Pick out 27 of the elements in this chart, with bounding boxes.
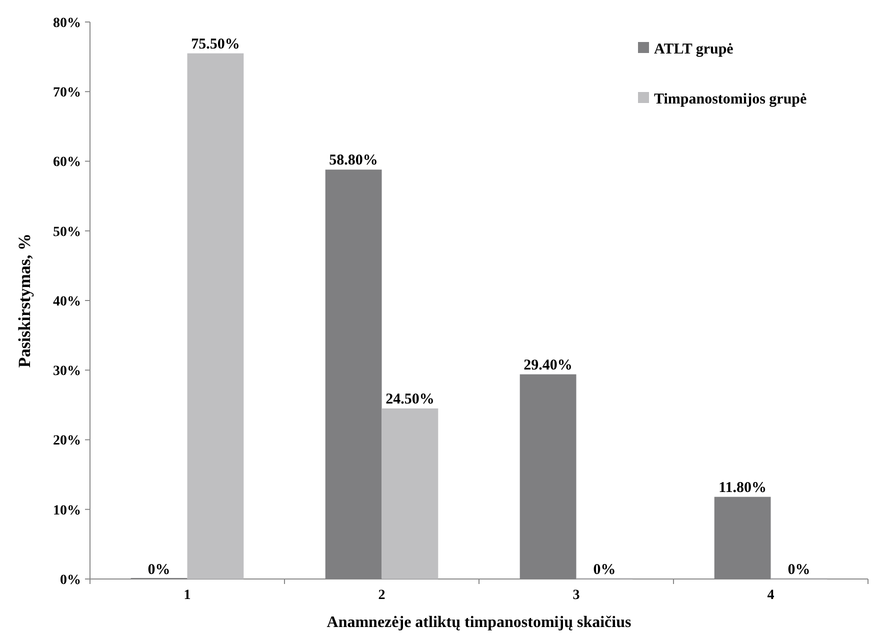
data-label: 0% — [593, 562, 616, 578]
y-tick-label: 40% — [53, 294, 81, 310]
y-tick-label: 10% — [53, 503, 81, 518]
y-tick-label: 50% — [53, 224, 81, 240]
bar — [187, 53, 244, 579]
data-label: 29.40% — [524, 357, 572, 374]
x-tick-label: 3 — [572, 588, 580, 603]
y-tick-label: 30% — [53, 364, 81, 380]
x-tick-label: 4 — [767, 588, 774, 603]
y-tick-label: 0% — [60, 572, 81, 588]
x-tick-label: 2 — [378, 588, 386, 603]
y-tick-label: 60% — [53, 155, 81, 170]
legend-label: ATLT grupė — [654, 41, 734, 58]
data-label: 0% — [788, 562, 810, 578]
x-axis-title: Anamnezėje atliktų timpanostomijų skaičius — [326, 614, 632, 631]
data-label: 0% — [148, 562, 170, 578]
x-tick-label: 1 — [184, 588, 191, 603]
y-axis-title: Pasiskirstymas, % — [15, 233, 34, 368]
data-label: 11.80% — [718, 480, 767, 496]
y-tick-label: 20% — [53, 434, 81, 449]
bar — [382, 408, 438, 579]
legend-label: Timpanostomijos grupė — [654, 91, 807, 108]
data-label: 58.80% — [329, 152, 378, 169]
data-label: 24.50% — [386, 391, 434, 408]
data-label: 75.50% — [191, 36, 240, 52]
y-tick-label: 80% — [53, 16, 81, 31]
y-tick-label: 70% — [53, 86, 81, 101]
